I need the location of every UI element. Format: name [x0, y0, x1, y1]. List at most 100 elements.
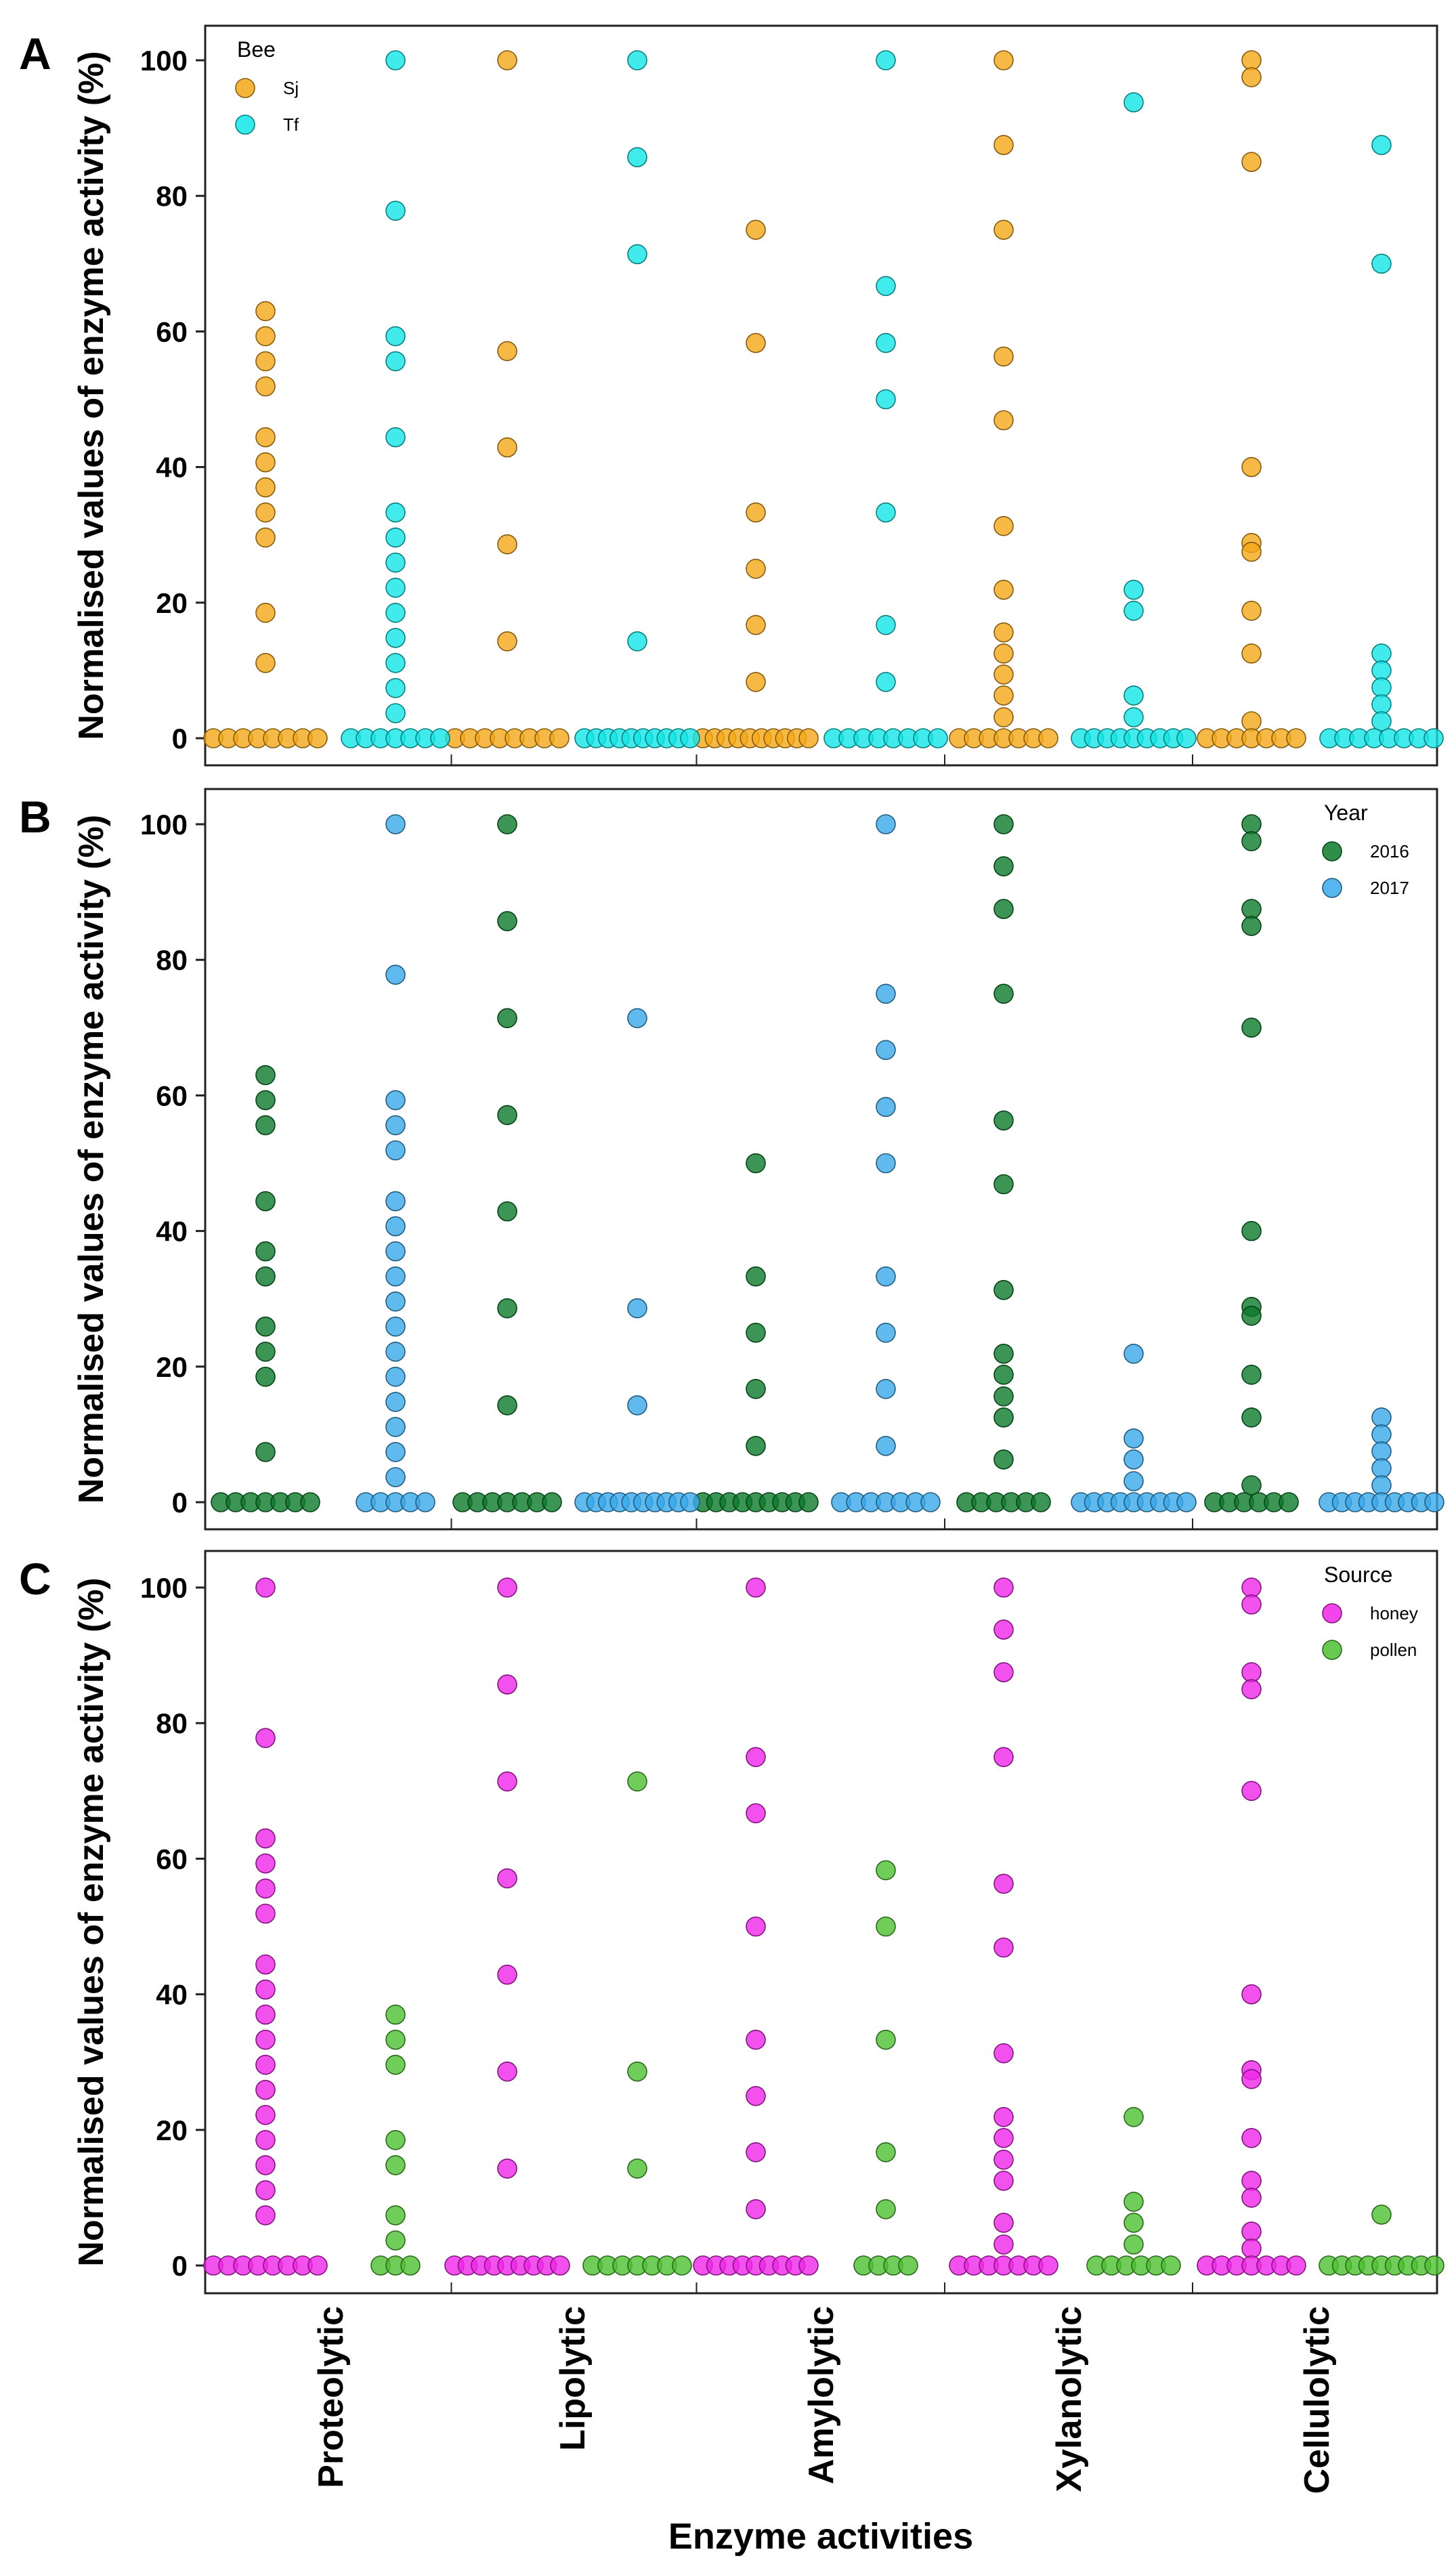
data-point-2017 [385, 1115, 406, 1136]
data-point-2017 [680, 1492, 700, 1512]
data-point-honey [746, 2029, 766, 2050]
data-point-tf [385, 703, 406, 723]
data-point-2016 [1241, 1017, 1262, 1038]
data-point-tf [385, 326, 406, 347]
data-point-pollen [1123, 2192, 1144, 2212]
data-point-2017 [385, 1342, 406, 1362]
data-point-tf [1123, 685, 1144, 706]
data-point-honey [1241, 2221, 1262, 2242]
data-point-2016 [300, 1492, 320, 1512]
y-tick-label: 0 [172, 2250, 188, 2282]
data-point-tf [1123, 579, 1144, 600]
data-point-2017 [415, 1492, 435, 1512]
data-point-sj [1241, 643, 1262, 664]
data-point-pollen [876, 2199, 896, 2219]
data-point-honey [1241, 1984, 1262, 2005]
y-tick-label: 0 [172, 723, 188, 754]
data-point-tf [876, 614, 896, 635]
data-point-2017 [385, 1191, 406, 1212]
data-point-honey [1241, 2068, 1262, 2089]
data-point-2016 [1031, 1492, 1051, 1512]
data-point-honey [255, 2155, 276, 2175]
data-point-sj [798, 728, 819, 748]
data-point-2016 [746, 1266, 766, 1287]
data-point-honey [255, 2130, 276, 2150]
data-point-2017 [385, 1442, 406, 1462]
data-point-2016 [1241, 831, 1262, 851]
data-point-2017 [1123, 1471, 1144, 1491]
data-point-tf [1371, 677, 1392, 698]
data-point-sj [1241, 50, 1262, 70]
data-point-tf [385, 200, 406, 221]
data-point-sj [255, 527, 276, 548]
legend-title: Bee [237, 37, 276, 62]
data-point-honey [798, 2255, 819, 2276]
data-point-sj [993, 643, 1014, 664]
data-point-2017 [1371, 1458, 1392, 1478]
data-point-2016 [1241, 1407, 1262, 1428]
series-2016 [211, 814, 1299, 1512]
data-point-tf [876, 333, 896, 354]
data-point-2016 [1241, 814, 1262, 834]
data-point-2017 [876, 1040, 896, 1061]
data-point-2016 [993, 899, 1014, 919]
data-point-2017 [385, 1216, 406, 1237]
data-point-pollen [385, 2054, 406, 2075]
data-point-2017 [1123, 1449, 1144, 1470]
y-tick-label: 20 [156, 1351, 188, 1383]
data-point-2016 [255, 1367, 276, 1387]
data-point-honey [993, 1662, 1014, 1682]
data-point-honey [255, 2054, 276, 2075]
data-point-honey [255, 1728, 276, 1748]
y-tick-label: 80 [156, 944, 188, 976]
data-point-sj [993, 410, 1014, 431]
data-point-2016 [255, 1342, 276, 1362]
data-point-2017 [627, 1008, 647, 1029]
plot-frame [204, 788, 1438, 1531]
data-point-2016 [542, 1492, 562, 1512]
data-point-honey [497, 1577, 517, 1598]
y-tick-label: 100 [140, 45, 188, 77]
data-point-pollen [898, 2255, 918, 2276]
legend-marker [1322, 878, 1342, 898]
data-point-tf [1123, 92, 1144, 112]
data-point-sj [497, 534, 517, 555]
legend-marker [235, 114, 255, 135]
data-point-pollen [385, 2029, 406, 2050]
data-point-sj [497, 437, 517, 458]
panel-letter: C [19, 1554, 51, 1604]
data-point-2016 [255, 1065, 276, 1086]
data-point-honey [993, 2234, 1014, 2255]
data-point-sj [993, 219, 1014, 240]
data-point-pollen [627, 1771, 647, 1792]
data-point-sj [1038, 728, 1058, 748]
series-tf [341, 50, 1444, 748]
data-point-2017 [1371, 1424, 1392, 1445]
data-point-sj [993, 135, 1014, 155]
data-point-sj [255, 351, 276, 372]
data-point-pollen [385, 2230, 406, 2251]
data-point-honey [746, 1577, 766, 1598]
data-point-tf [430, 728, 450, 748]
plot-frame [204, 24, 1438, 767]
data-point-2017 [1123, 1344, 1144, 1364]
data-point-tf [928, 728, 948, 748]
data-point-sj [255, 301, 276, 322]
data-point-sj [255, 376, 276, 397]
data-point-sj [549, 728, 570, 748]
data-point-2016 [497, 1008, 517, 1029]
category-label-xylanolytic: Xylanolytic [1050, 2306, 1089, 2492]
data-point-2016 [1279, 1492, 1299, 1512]
y-axis-title: Normalised values of enzyme activity (%) [72, 51, 111, 740]
data-point-sj [746, 333, 766, 354]
data-point-honey [1241, 2188, 1262, 2208]
data-point-sj [993, 707, 1014, 727]
data-point-sj [993, 622, 1014, 643]
data-point-honey [1038, 2255, 1058, 2276]
y-tick-label: 100 [140, 809, 188, 840]
data-point-pollen [876, 1860, 896, 1881]
data-point-pollen [876, 2142, 896, 2163]
panel-b: 0 20 40 60 80 100 B Normalised values of enzyme… [19, 788, 1444, 1531]
data-point-2016 [1241, 1365, 1262, 1385]
